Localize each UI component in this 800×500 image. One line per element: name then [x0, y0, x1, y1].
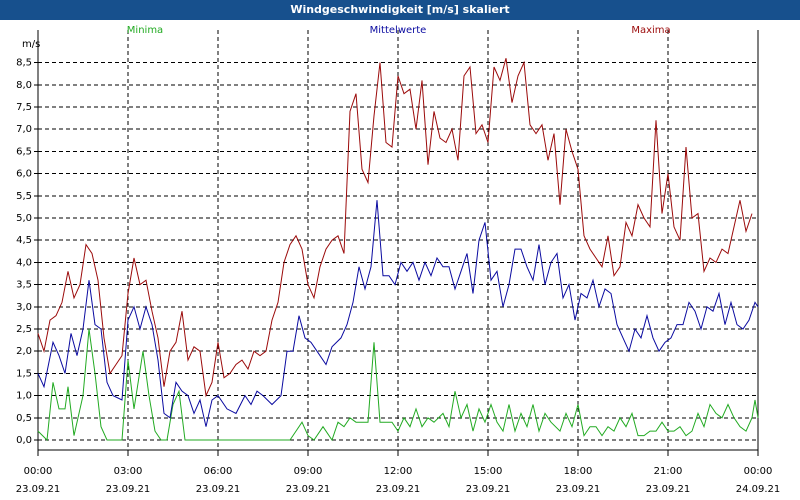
y-tick-label: 3,0 — [16, 302, 32, 313]
y-tick-label: 1,5 — [16, 368, 32, 379]
wind-speed-chart: 0,0 0,5 1,0 1,5 2,0 2,5 3,0 3,5 4,0 4,5 5,0 5,5 6,0 6… — [16, 25, 781, 495]
x-tick-label-date: 23.09.21 — [376, 484, 421, 495]
axes: 0,0 0,5 1,0 1,5 2,0 2,5 3,0 3,5 4,0 4,5 5,0 5,5 6,0 6… — [16, 30, 781, 495]
x-tick-label-date: 23.09.21 — [646, 484, 691, 495]
y-tick-label: 3,5 — [16, 280, 32, 291]
x-tick-label-time: 12:00 — [384, 466, 413, 477]
y-tick-label: 8,5 — [16, 58, 32, 69]
y-tick-label: 6,5 — [16, 146, 32, 157]
legend-label-mittelwerte: Mittelwerte — [370, 25, 427, 36]
x-tick-label-date: 24.09.21 — [736, 484, 781, 495]
x-tick-label-time: 15:00 — [474, 466, 503, 477]
y-tick-label: 5,0 — [16, 213, 32, 224]
x-tick-label-date: 23.09.21 — [16, 484, 61, 495]
y-tick-label: 2,0 — [16, 346, 32, 357]
x-tick-label-time: 18:00 — [564, 466, 593, 477]
y-axis-unit-label: m/s — [22, 39, 40, 50]
x-tick-label-date: 23.09.21 — [106, 484, 151, 495]
y-tick-label: 2,5 — [16, 324, 32, 335]
y-tick-label: 4,5 — [16, 235, 32, 246]
series — [37, 58, 759, 442]
x-tick-label-date: 23.09.21 — [556, 484, 601, 495]
y-tick-label: 1,0 — [16, 391, 32, 402]
y-tick-label: 6,0 — [16, 169, 32, 180]
x-tick-label-time: 21:00 — [654, 466, 683, 477]
x-tick-label-time: 03:00 — [114, 466, 143, 477]
legend-label-maxima: Maxima — [631, 25, 670, 36]
legend-label-minima: Minima — [127, 25, 163, 36]
y-tick-label: 0,5 — [16, 413, 32, 424]
y-tick-label: 0,0 — [16, 435, 32, 446]
y-tick-label: 8,0 — [16, 80, 32, 91]
x-tick-label-time: 09:00 — [294, 466, 323, 477]
y-tick-label: 5,5 — [16, 191, 32, 202]
x-tick-label-time: 06:00 — [204, 466, 233, 477]
series-line-mittelwerte — [37, 200, 759, 427]
x-tick-label-time: 00:00 — [24, 466, 53, 477]
y-tick-label: 4,0 — [16, 257, 32, 268]
x-tick-label-date: 23.09.21 — [286, 484, 331, 495]
x-tick-label-date: 23.09.21 — [196, 484, 241, 495]
y-tick-label: 7,5 — [16, 102, 32, 113]
legend: Minima Mittelwerte Maxima — [127, 25, 671, 36]
series-line-maxima — [37, 58, 753, 398]
grid — [38, 30, 758, 450]
chart-title: Windgeschwindigkeit [m/s] skaliert — [290, 3, 510, 16]
y-tick-label: 7,0 — [16, 124, 32, 135]
title-bar — [0, 0, 800, 20]
series-line-minima — [37, 328, 759, 442]
x-tick-label-time: 00:00 — [744, 466, 773, 477]
x-tick-label-date: 23.09.21 — [466, 484, 511, 495]
